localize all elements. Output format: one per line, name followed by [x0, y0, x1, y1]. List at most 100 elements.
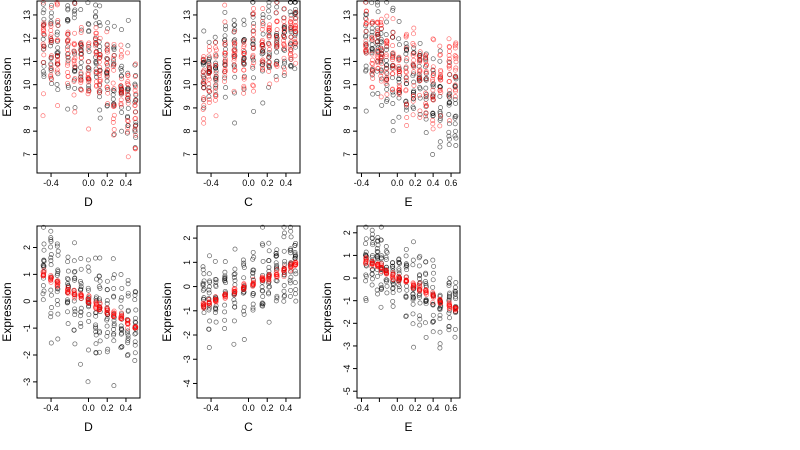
x-tick-label: 0.0: [82, 403, 95, 413]
data-point: [78, 291, 84, 297]
data-point: [447, 302, 453, 308]
data-point: [231, 39, 237, 45]
data-point: [396, 95, 402, 101]
data-point: [222, 292, 228, 298]
data-point: [40, 10, 46, 16]
data-point: [72, 109, 78, 115]
data-point: [125, 100, 131, 106]
data-point: [281, 73, 287, 78]
data-point: [241, 262, 247, 268]
data-point: [453, 74, 459, 80]
data-point: [379, 253, 384, 259]
data-point: [363, 255, 369, 261]
data-point: [55, 267, 61, 273]
data-point: [232, 74, 238, 80]
data-point: [446, 129, 452, 135]
data-point: [363, 236, 369, 242]
data-point: [111, 127, 117, 132]
y-tick-label: 7: [342, 152, 352, 157]
data-point: [200, 280, 206, 286]
data-point: [41, 74, 47, 80]
data-point: [281, 6, 287, 12]
data-point: [125, 320, 131, 326]
data-point: [222, 58, 228, 64]
data-point: [437, 123, 443, 129]
data-point: [231, 88, 237, 94]
data-point: [118, 297, 124, 303]
data-point: [241, 44, 247, 50]
data-point: [40, 36, 46, 42]
data-point: [72, 312, 78, 318]
data-point: [118, 97, 124, 103]
data-point: [65, 37, 71, 43]
data-point: [65, 309, 70, 315]
data-point: [93, 25, 99, 31]
data-point: [430, 78, 436, 84]
data-point: [273, 271, 279, 277]
data-point: [207, 55, 212, 61]
data-point: [266, 25, 272, 30]
data-point: [48, 292, 54, 298]
series-black-points: [200, 0, 299, 126]
data-point: [423, 63, 429, 68]
data-point: [430, 82, 436, 88]
data-point: [241, 90, 247, 96]
data-point: [200, 106, 206, 112]
data-point: [446, 100, 452, 105]
data-point: [437, 84, 443, 90]
data-point: [213, 64, 219, 70]
y-tick-label: 12: [342, 33, 352, 43]
data-point: [48, 23, 54, 29]
data-point: [403, 45, 409, 51]
data-point: [452, 82, 458, 88]
data-point: [266, 14, 272, 20]
data-point: [71, 269, 77, 275]
data-point: [390, 89, 396, 95]
data-point: [206, 345, 212, 350]
data-point: [423, 281, 429, 287]
data-point: [94, 82, 99, 88]
data-point: [397, 84, 402, 90]
data-point: [363, 249, 369, 255]
data-point: [232, 37, 238, 43]
data-point: [410, 284, 416, 290]
data-point: [410, 311, 416, 317]
y-tick-label: 10: [182, 80, 192, 90]
data-point: [231, 272, 237, 277]
data-point: [86, 83, 92, 89]
data-point: [250, 249, 256, 255]
data-point: [437, 87, 443, 93]
data-point: [132, 88, 138, 94]
data-point: [78, 320, 84, 326]
data-point: [251, 291, 256, 297]
data-point: [452, 114, 458, 120]
data-point: [370, 75, 376, 81]
data-point: [212, 89, 218, 94]
data-point: [396, 90, 402, 95]
data-point: [274, 293, 280, 299]
data-point: [41, 63, 47, 69]
data-point: [111, 332, 116, 338]
data-point: [453, 143, 459, 148]
data-point: [54, 82, 60, 87]
data-point: [423, 76, 429, 82]
y-tick-label: 8: [22, 129, 32, 134]
data-point: [118, 316, 124, 322]
data-point: [232, 278, 238, 283]
data-point: [111, 132, 117, 138]
data-point: [292, 251, 298, 257]
data-point: [97, 55, 102, 61]
data-point: [384, 41, 390, 47]
data-point: [104, 307, 110, 313]
data-point: [274, 247, 280, 253]
data-point: [222, 56, 228, 62]
data-point: [292, 250, 298, 255]
data-point: [118, 65, 124, 71]
data-point: [213, 62, 219, 68]
data-point: [266, 63, 272, 69]
data-point: [124, 95, 130, 101]
data-point: [104, 349, 110, 355]
data-point: [201, 95, 207, 101]
data-point: [40, 69, 46, 75]
data-point: [390, 263, 396, 269]
